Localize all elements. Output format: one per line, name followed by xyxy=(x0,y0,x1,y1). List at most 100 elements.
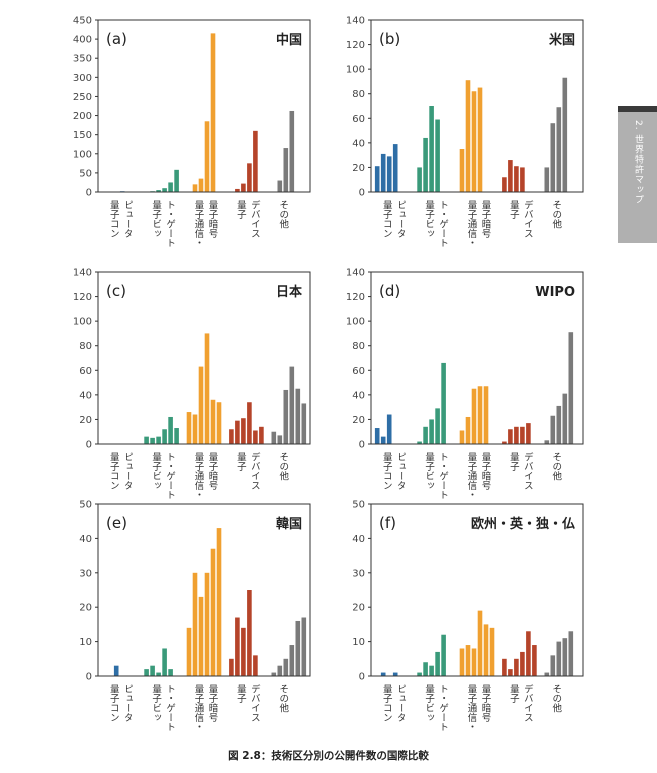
y-tick-label: 40 xyxy=(79,534,92,545)
y-tick-label: 350 xyxy=(73,54,92,65)
y-tick-label: 120 xyxy=(346,40,365,51)
bar xyxy=(435,651,440,676)
x-tick-label: 量子暗号 xyxy=(207,200,219,239)
y-tick-label: 10 xyxy=(352,637,365,648)
panel-label: (e) xyxy=(106,514,127,532)
y-tick-label: 140 xyxy=(346,268,365,279)
panel-label: (b) xyxy=(379,30,400,48)
x-tick-label: 量子 xyxy=(508,452,520,471)
bar xyxy=(295,388,301,444)
x-tick-label: 量子ビッ xyxy=(150,452,162,490)
bar xyxy=(253,430,258,444)
bar xyxy=(556,641,562,676)
x-tick-label: 量子コン xyxy=(381,200,393,238)
bar xyxy=(550,415,556,444)
chart-f: 0 10 20 30 40 50 量子コン ピュータ 量子ビッ ト・ゲート 量子通信・ 量子暗号 量子デ… xyxy=(335,496,595,736)
bar xyxy=(113,665,119,676)
bar xyxy=(380,436,386,444)
bar xyxy=(562,393,568,444)
bar xyxy=(241,183,246,192)
y-tick-label: 30 xyxy=(352,568,365,579)
x-tick-label: ピュータ xyxy=(122,452,134,490)
bar xyxy=(477,386,483,444)
bar xyxy=(144,669,149,676)
x-tick-label: 量子コン xyxy=(108,452,120,490)
bar xyxy=(544,440,550,444)
y-tick-label: 20 xyxy=(79,603,92,614)
bar xyxy=(235,188,240,192)
bar xyxy=(235,617,240,676)
bar xyxy=(229,429,234,444)
x-tick-label: その他 xyxy=(550,684,562,713)
x-tick-label: 量子通信・ xyxy=(193,684,205,732)
x-tick-label: 量子 xyxy=(235,684,247,703)
y-tick-label: 50 xyxy=(79,500,92,511)
bar xyxy=(241,627,246,676)
bar xyxy=(556,405,562,444)
y-tick-label: 50 xyxy=(352,500,365,511)
bar xyxy=(459,430,465,444)
x-tick-label: ト・ゲート xyxy=(164,200,176,248)
bar xyxy=(229,658,234,676)
bar xyxy=(532,645,537,676)
bar xyxy=(471,648,477,676)
y-tick-label: 0 xyxy=(359,440,365,451)
bar xyxy=(241,418,246,444)
bar xyxy=(271,431,277,444)
y-tick-label: 20 xyxy=(79,415,92,426)
x-tick-label: 量子 xyxy=(235,200,247,219)
country-label: WIPO xyxy=(535,285,575,300)
bar xyxy=(556,107,562,192)
y-tick-label: 10 xyxy=(79,637,92,648)
bar xyxy=(235,420,240,444)
bar xyxy=(386,414,392,444)
bar xyxy=(204,333,210,444)
x-tick-label: 量子通信・ xyxy=(466,200,478,248)
x-tick-label: ト・ゲート xyxy=(164,684,176,732)
bar xyxy=(247,163,252,192)
country-label: 韓国 xyxy=(276,516,302,532)
bar xyxy=(465,416,471,444)
bar xyxy=(216,402,222,444)
y-tick-label: 300 xyxy=(73,73,92,84)
y-tick-label: 60 xyxy=(352,114,365,125)
bar xyxy=(502,441,507,444)
x-tick-label: デバイス xyxy=(522,451,534,490)
bar xyxy=(198,178,204,192)
chart-a: 0 50 100 150 200 250 300 350 400 450 量子コン ピュータ 量子ビット… xyxy=(62,12,322,252)
bar xyxy=(247,590,252,676)
bar xyxy=(477,610,483,676)
x-tick-label: ト・ゲート xyxy=(437,684,449,732)
y-tick-label: 100 xyxy=(346,317,365,328)
bar xyxy=(198,366,204,444)
x-tick-label: 量子暗号 xyxy=(480,200,492,239)
bar xyxy=(471,388,477,444)
chart-f-svg: 0 10 20 30 40 50 量子コン ピュータ 量子ビッ ト・ゲート 量子通信・ 量子暗号 量子デ… xyxy=(352,500,584,732)
bar xyxy=(289,110,295,192)
x-tick-label: 量子暗号 xyxy=(207,452,219,491)
side-tab-label: 2. 世界特許マップ xyxy=(633,120,643,205)
bar xyxy=(544,167,550,192)
y-tick-label: 100 xyxy=(73,149,92,160)
bar xyxy=(144,436,149,444)
panel-label: (f) xyxy=(379,514,396,532)
y-tick-label: 20 xyxy=(352,603,365,614)
y-tick-label: 60 xyxy=(79,366,92,377)
bar xyxy=(508,669,513,676)
x-tick-label: デバイス xyxy=(522,199,534,238)
bar xyxy=(392,672,398,676)
bar xyxy=(186,412,192,444)
bar xyxy=(502,177,507,192)
x-tick-label: 量子通信・ xyxy=(193,200,205,248)
bar xyxy=(150,437,155,444)
x-tick-label: 量子コン xyxy=(108,684,120,722)
bar xyxy=(423,426,428,444)
y-tick-label: 0 xyxy=(86,440,92,451)
bar xyxy=(168,669,173,676)
x-tick-label: その他 xyxy=(277,684,289,713)
bar xyxy=(544,672,550,676)
y-tick-label: 80 xyxy=(352,341,365,352)
bar xyxy=(568,631,574,676)
bar xyxy=(417,672,422,676)
bar xyxy=(502,658,507,676)
